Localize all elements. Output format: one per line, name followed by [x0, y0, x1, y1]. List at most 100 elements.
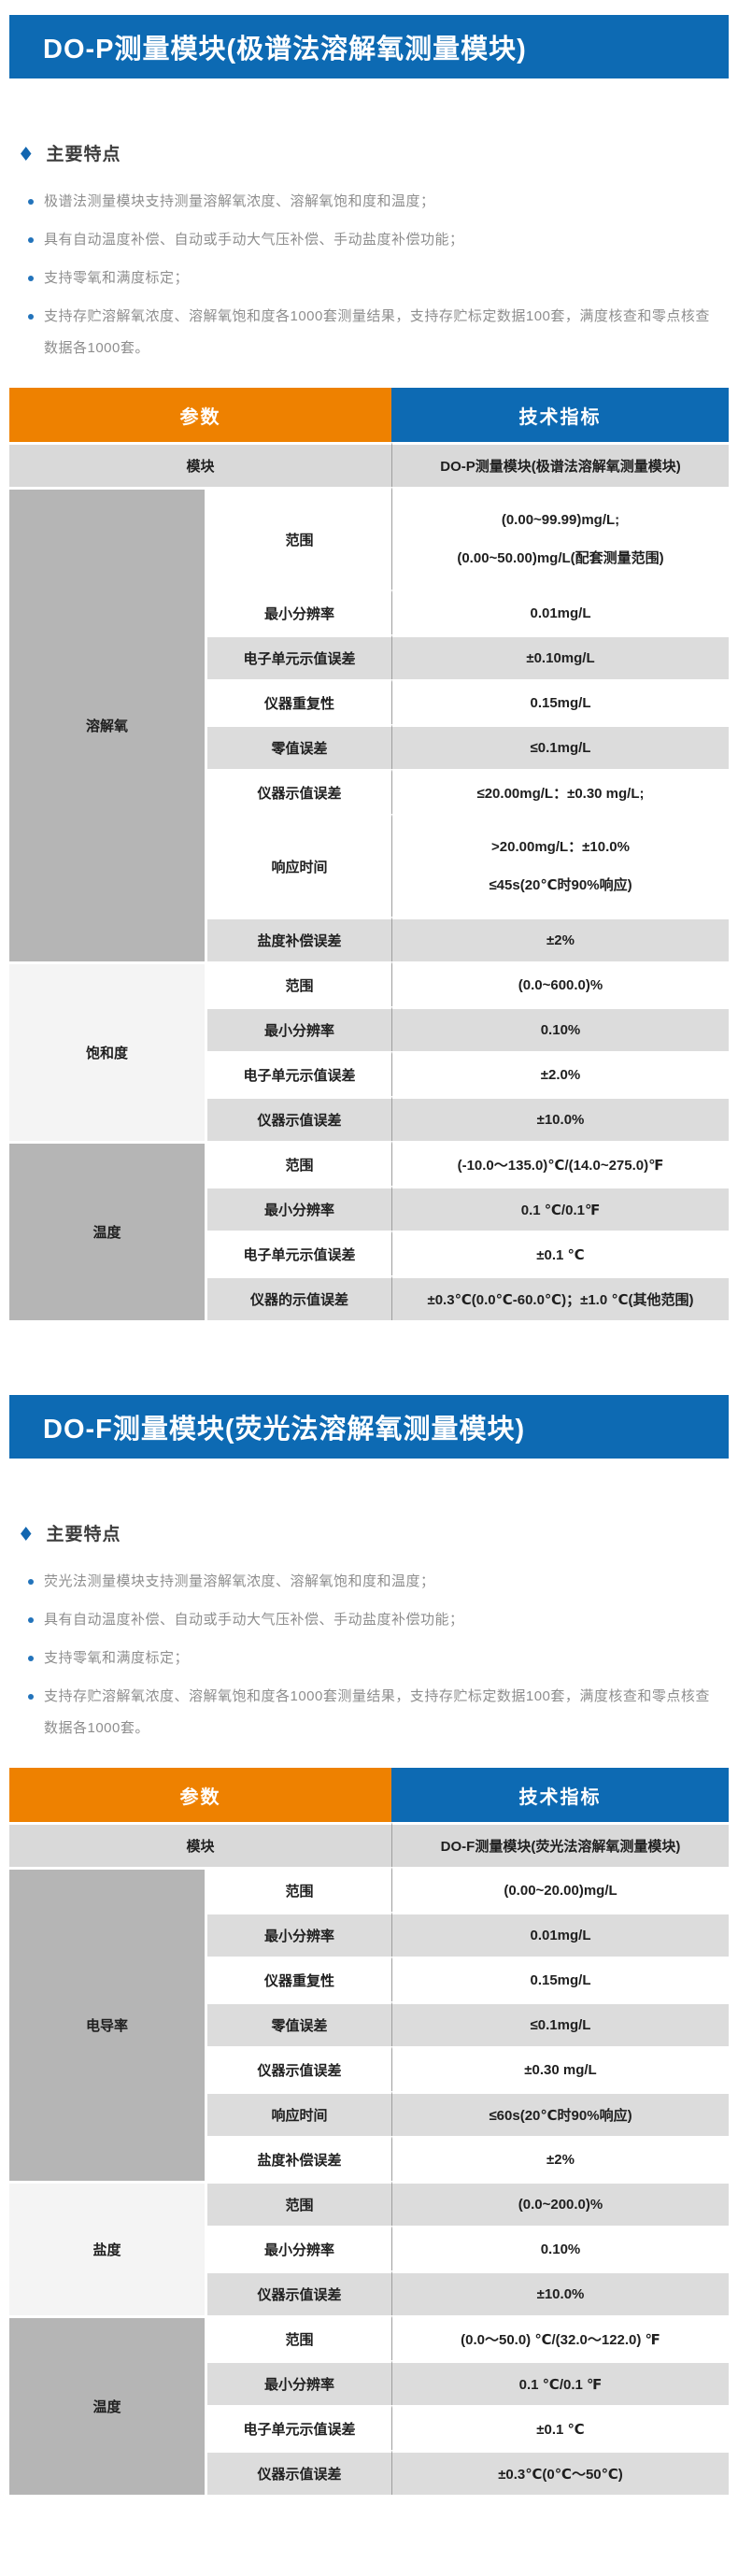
- bullet-dot-icon: [28, 276, 34, 281]
- param-cell: 范围: [207, 961, 391, 1006]
- param-cell: 范围: [207, 487, 391, 590]
- value-cell: 0.1 ℃/0.1℉: [391, 1186, 729, 1231]
- spec-table-wrap: 参数 技术指标 模块 DO-F测量模块(荧光法溶解氧测量模块) 电导率 范围 (0.00~2…: [9, 1768, 729, 2495]
- bullet-dot-icon: [28, 1617, 34, 1623]
- module-value-cell: DO-F测量模块(荧光法溶解氧测量模块): [391, 1822, 729, 1867]
- param-cell: 范围: [207, 1867, 391, 1912]
- table-header-row: 参数 技术指标: [9, 1768, 729, 1822]
- param-cell: 零值误差: [207, 2001, 391, 2046]
- feature-item: 荧光法测量模块支持测量溶解氧浓度、溶解氧饱和度和温度；: [28, 1566, 710, 1598]
- value-cell: (-10.0～135.0)℃/(14.0~275.0)℉: [391, 1141, 729, 1186]
- table-row: 最小分辨率 0.01mg/L: [9, 1912, 729, 1957]
- param-cell: 电子单元示值误差: [207, 1231, 391, 1275]
- table-row: 最小分辨率 0.10%: [9, 1006, 729, 1051]
- group-cell: 溶解氧: [9, 487, 207, 961]
- feature-item: 支持存贮溶解氧浓度、溶解氧饱和度各1000套测量结果，支持存贮标定数据100套，…: [28, 301, 710, 364]
- features-head: ◆ 主要特点: [21, 140, 710, 165]
- param-cell: 电子单元示值误差: [207, 1051, 391, 1096]
- value-cell: (0.0~200.0)%: [391, 2181, 729, 2226]
- value-line: (0.00~99.99)mg/L;: [501, 511, 620, 528]
- table-row: 最小分辨率 0.1 ℃/0.1℉: [9, 1186, 729, 1231]
- table-row: 零值误差 ≤0.1mg/L: [9, 724, 729, 769]
- value-line: ≤45s(20℃时90%响应): [489, 877, 632, 894]
- feature-text: 极谱法测量模块支持测量溶解氧浓度、溶解氧饱和度和温度；: [44, 193, 435, 209]
- group-cell: 饱和度: [9, 961, 207, 1141]
- param-cell: 最小分辨率: [207, 2360, 391, 2405]
- value-cell: (0.0~600.0)%: [391, 961, 729, 1006]
- section-title: DO-F测量模块(荧光法溶解氧测量模块): [43, 1415, 526, 1445]
- value-cell: 0.15mg/L: [391, 1957, 729, 2001]
- value-cell: (0.00~20.00)mg/L: [391, 1867, 729, 1912]
- value-cell: ±0.1 ℃: [391, 2405, 729, 2450]
- param-cell: 仪器重复性: [207, 679, 391, 724]
- table-row: 电子单元示值误差 ±0.1 ℃: [9, 1231, 729, 1275]
- table-row: 盐度 范围 (0.0~200.0)%: [9, 2181, 729, 2315]
- table-row: 电子单元示值误差 ±2.0%: [9, 1051, 729, 1096]
- features-block: ◆ 主要特点 荧光法测量模块支持测量溶解氧浓度、溶解氧饱和度和温度； 具有自动温度…: [0, 1459, 738, 1768]
- features-block: ◆ 主要特点 极谱法测量模块支持测量溶解氧浓度、溶解氧饱和度和温度； 具有自动温度…: [0, 78, 738, 388]
- value-cell: (0.0～50.0) ℃/(32.0～122.0) ℉: [391, 2315, 729, 2360]
- value-line: >20.00mg/L：±10.0%: [491, 838, 630, 855]
- features-title: 主要特点: [46, 1525, 121, 1544]
- table-row: 电子单元示值误差 ±0.10mg/L: [9, 634, 729, 679]
- param-cell: 范围: [207, 1141, 391, 1186]
- feature-text: 荧光法测量模块支持测量溶解氧浓度、溶解氧饱和度和温度；: [44, 1573, 435, 1589]
- feature-text: 支持零氧和满度标定；: [44, 1650, 190, 1666]
- feature-text: 支持存贮溶解氧浓度、溶解氧饱和度各1000套测量结果，支持存贮标定数据100套，…: [44, 308, 710, 356]
- value-cell: ±2.0%: [391, 1051, 729, 1096]
- param-cell: 最小分辨率: [207, 1186, 391, 1231]
- spec-table: 参数 技术指标 模块 DO-P测量模块(极谱法溶解氧测量模块) 溶解氧 范围 (0.00~9…: [9, 388, 729, 1320]
- param-cell: 最小分辨率: [207, 1006, 391, 1051]
- bullet-dot-icon: [28, 1656, 34, 1661]
- bullet-dot-icon: [28, 237, 34, 243]
- value-line: (0.00~50.00)mg/L(配套测量范围): [457, 550, 664, 567]
- table-row: 仪器示值误差 ±10.0%: [9, 1096, 729, 1141]
- module-label-cell: 模块: [9, 1822, 391, 1867]
- feature-item: 支持存贮溶解氧浓度、溶解氧饱和度各1000套测量结果，支持存贮标定数据100套，…: [28, 1681, 710, 1744]
- feature-text: 支持存贮溶解氧浓度、溶解氧饱和度各1000套测量结果，支持存贮标定数据100套，…: [44, 1688, 710, 1736]
- value-cell: ±2%: [391, 917, 729, 961]
- module-label-cell: 模块: [9, 442, 391, 487]
- value-cell: 0.15mg/L: [391, 679, 729, 724]
- param-cell: 仪器示值误差: [207, 2270, 391, 2315]
- feature-text: 具有自动温度补偿、自动或手动大气压补偿、手动盐度补偿功能；: [44, 1612, 464, 1628]
- table-row: 最小分辨率 0.10%: [9, 2226, 729, 2270]
- value-cell: >20.00mg/L：±10.0% ≤45s(20℃时90%响应): [391, 814, 729, 917]
- param-cell: 电子单元示值误差: [207, 634, 391, 679]
- spec-table-wrap: 参数 技术指标 模块 DO-P测量模块(极谱法溶解氧测量模块) 溶解氧 范围 (0.00~9…: [9, 388, 729, 1320]
- module-value-cell: DO-P测量模块(极谱法溶解氧测量模块): [391, 442, 729, 487]
- feature-item: 支持零氧和满度标定；: [28, 263, 710, 294]
- table-row: 饱和度 范围 (0.0~600.0)%: [9, 961, 729, 1141]
- param-cell: 最小分辨率: [207, 590, 391, 634]
- param-cell: 仪器示值误差: [207, 1096, 391, 1141]
- param-cell: 响应时间: [207, 2091, 391, 2136]
- table-header-row: 参数 技术指标: [9, 388, 729, 442]
- header-value: 技术指标: [391, 388, 729, 442]
- value-cell: ±0.3℃(0.0℃-60.0℃)；±1.0 ℃(其他范围): [391, 1275, 729, 1320]
- value-cell: ±10.0%: [391, 2270, 729, 2315]
- param-cell: 仪器示值误差: [207, 2450, 391, 2495]
- param-cell: 仪器重复性: [207, 1957, 391, 2001]
- param-cell: 盐度补偿误差: [207, 917, 391, 961]
- feature-item: 支持零氧和满度标定；: [28, 1643, 710, 1674]
- section-do-p: DO-P测量模块(极谱法溶解氧测量模块) ◆ 主要特点 极谱法测量模块支持测量溶…: [0, 15, 738, 1320]
- table-row: 仪器的示值误差 ±0.3℃(0.0℃-60.0℃)；±1.0 ℃(其他范围): [9, 1275, 729, 1320]
- value-cell: ±0.3℃(0℃～50℃): [391, 2450, 729, 2495]
- value-lines: >20.00mg/L：±10.0% ≤45s(20℃时90%响应): [396, 817, 725, 917]
- module-row: 模块 DO-P测量模块(极谱法溶解氧测量模块): [9, 442, 729, 487]
- value-cell: ±0.30 mg/L: [391, 2046, 729, 2091]
- table-row: 溶解氧 范围 (0.00~99.99)mg/L; (0.00~50.00)mg/L(配…: [9, 487, 729, 961]
- table-row: 响应时间 >20.00mg/L：±10.0% ≤45s(20℃时90%响应): [9, 814, 729, 917]
- table-row: 电导率 范围 (0.00~20.00)mg/L: [9, 1867, 729, 2181]
- param-cell: 电子单元示值误差: [207, 2405, 391, 2450]
- group-cell: 温度: [9, 1141, 207, 1320]
- table-row: 仪器重复性 0.15mg/L: [9, 679, 729, 724]
- param-cell: 响应时间: [207, 814, 391, 917]
- table-row: 仪器示值误差 ±10.0%: [9, 2270, 729, 2315]
- section-banner: DO-P测量模块(极谱法溶解氧测量模块): [9, 15, 729, 78]
- group-cell: 温度: [9, 2315, 207, 2495]
- features-head: ◆ 主要特点: [21, 1520, 710, 1545]
- bullet-dot-icon: [28, 314, 34, 320]
- param-cell: 仪器的示值误差: [207, 1275, 391, 1320]
